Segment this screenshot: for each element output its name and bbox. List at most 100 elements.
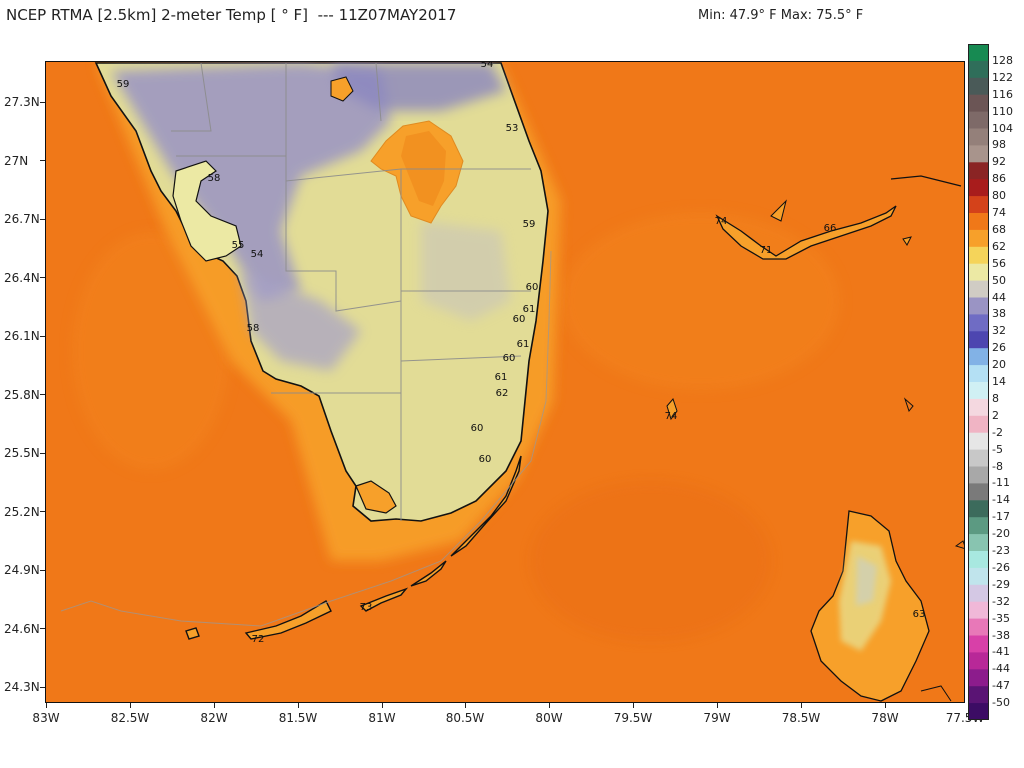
x-tick	[46, 703, 47, 708]
y-tick-label: 25.2N	[4, 505, 40, 519]
y-tick-label: 24.6N	[4, 622, 40, 636]
colorbar-tick-label: -17	[992, 510, 1010, 524]
station-temp-label: 62	[496, 388, 509, 399]
colorbar-swatch	[968, 382, 989, 400]
colorbar-tick-label: 110	[992, 104, 1013, 118]
colorbar	[968, 44, 989, 720]
x-tick	[801, 703, 802, 708]
grand-bahama	[715, 175, 962, 260]
min-max-readout: Min: 47.9° F Max: 75.5° F	[698, 8, 864, 23]
cool-zone-southwest	[241, 271, 361, 371]
map-title: NCEP RTMA [2.5km] 2-meter Temp [ ° F] --…	[6, 6, 457, 24]
station-temp-label: 72	[252, 634, 265, 645]
colorbar-tick-label: 104	[992, 121, 1013, 135]
colorbar-tick-label: -26	[992, 560, 1010, 574]
x-tick	[549, 703, 550, 708]
y-tick-label: 24.3N	[4, 680, 40, 694]
station-temp-label: 58	[247, 323, 260, 334]
colorbar-tick-label: 26	[992, 341, 1006, 355]
colorbar-tick-label: 128	[992, 53, 1013, 67]
x-tick	[885, 703, 886, 708]
x-tick-label: 80W	[535, 711, 563, 725]
x-tick	[717, 703, 718, 708]
colorbar-swatch	[968, 567, 989, 586]
colorbar-tick-label: 2	[992, 408, 999, 422]
station-temp-label: 54	[251, 249, 264, 260]
colorbar-tick-label: -14	[992, 493, 1010, 507]
station-temp-label: 60	[479, 454, 492, 465]
colorbar-swatch	[968, 534, 989, 552]
colorbar-swatch	[968, 162, 989, 180]
y-tick-label: 26.7N	[4, 212, 40, 226]
x-tick-label: 81.5W	[278, 711, 318, 725]
temperature-map[interactable]: 54 59 53 58 59 55 54 60 61 60 58 61 60 61 62 60 60 74 71 66…	[45, 61, 965, 703]
colorbar-tick-label: 86	[992, 172, 1006, 186]
y-tick	[40, 277, 45, 278]
colorbar-tick-label: 80	[992, 189, 1006, 203]
colorbar-tick-label: -41	[992, 645, 1010, 659]
colorbar-swatch	[968, 44, 989, 62]
colorbar-tick-label: -38	[992, 628, 1010, 642]
station-temp-label: 63	[913, 609, 926, 620]
x-tick-label: 82.5W	[110, 711, 150, 725]
colorbar-tick-label: 50	[992, 273, 1006, 287]
colorbar-swatch	[968, 229, 989, 248]
colorbar-swatch	[968, 145, 989, 163]
small-lake	[330, 76, 354, 102]
colorbar-tick-label: -11	[992, 476, 1010, 490]
x-tick	[465, 703, 466, 708]
colorbar-swatch	[968, 500, 989, 518]
x-tick-label: 80.5W	[445, 711, 485, 725]
colorbar-tick-label: -20	[992, 527, 1010, 541]
y-tick-label: 26.4N	[4, 271, 40, 285]
colorbar-swatch	[968, 703, 989, 720]
colorbar-swatch	[968, 686, 989, 704]
colorbar-border	[968, 44, 989, 720]
colorbar-swatch	[968, 213, 989, 231]
colorbar-swatch	[968, 635, 989, 653]
x-tick	[633, 703, 634, 708]
florida-keys	[185, 455, 522, 640]
colorbar-tick-label: 32	[992, 324, 1006, 338]
colorbar-tick-label: 14	[992, 375, 1006, 388]
map-canvas: 5459535859555460616058616061626060747166…	[46, 62, 964, 702]
charlotte-harbor	[172, 160, 242, 262]
colorbar-tick-label: 56	[992, 256, 1006, 270]
colorbar-swatch	[968, 652, 989, 670]
county-lines	[171, 62, 531, 521]
colorbar-swatch	[968, 669, 989, 687]
y-tick	[40, 102, 45, 103]
reef-contour	[60, 250, 552, 627]
colorbar-swatch	[968, 432, 989, 451]
station-temp-label: 54	[481, 62, 494, 70]
station-temp-label: 60	[471, 423, 484, 434]
colorbar-tick-label: -44	[992, 662, 1010, 676]
colorbar-tick-label: 62	[992, 239, 1006, 253]
x-tick-label: 81W	[368, 711, 396, 725]
colorbar-swatch	[968, 517, 989, 535]
station-temp-label: 61	[495, 372, 508, 383]
station-temp-label: 60	[503, 353, 516, 364]
colorbar-swatch	[968, 618, 989, 637]
colorbar-tick-label: -29	[992, 577, 1010, 591]
station-temp-label: 66	[824, 223, 837, 234]
y-tick-label: 24.9N	[4, 563, 40, 577]
colorbar-tick-label: -8	[992, 459, 1003, 473]
station-temp-label: 74	[665, 411, 678, 422]
colorbar-swatch	[968, 551, 989, 569]
y-tick	[40, 687, 45, 688]
y-tick	[40, 336, 45, 337]
colorbar-swatch	[968, 94, 989, 113]
station-temp-label: 53	[506, 123, 519, 134]
x-tick	[382, 703, 383, 708]
cool-zone-north	[331, 63, 506, 111]
colorbar-tick-label: 74	[992, 206, 1006, 219]
colorbar-swatch	[968, 466, 989, 484]
colorbar-tick-label: 44	[992, 290, 1006, 304]
colorbar-swatch	[968, 415, 989, 434]
colorbar-tick-label: -32	[992, 594, 1010, 608]
colorbar-tick-label: -35	[992, 611, 1010, 625]
y-tick-label: 25.5N	[4, 446, 40, 460]
x-tick-label: 79.5W	[613, 711, 653, 725]
colorbar-tick-label: -5	[992, 442, 1003, 456]
